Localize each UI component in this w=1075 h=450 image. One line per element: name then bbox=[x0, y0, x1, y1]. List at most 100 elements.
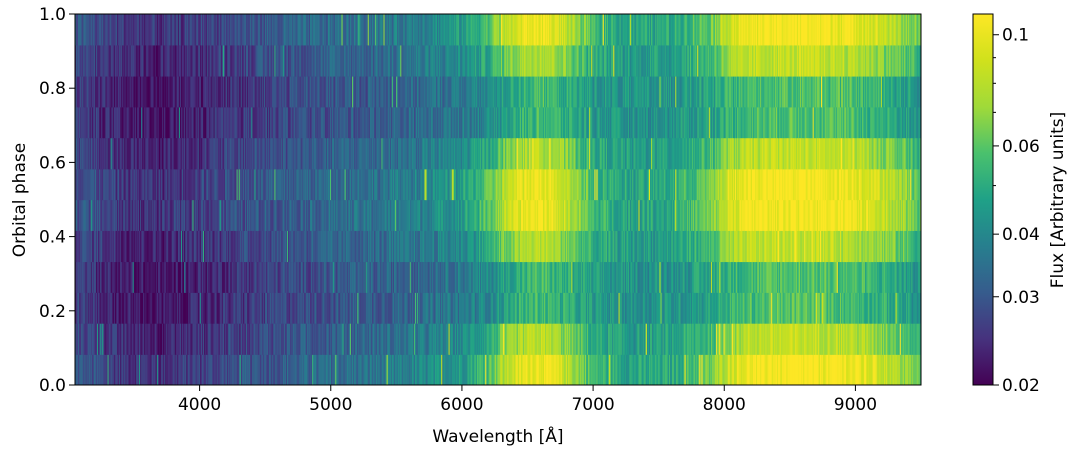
heatmap-cell bbox=[354, 354, 356, 385]
heatmap-cell bbox=[686, 354, 689, 385]
heatmap-cell bbox=[262, 354, 265, 385]
heatmap-cell bbox=[762, 354, 764, 385]
heatmap-cell bbox=[168, 354, 171, 385]
heatmap-cell bbox=[813, 354, 816, 385]
heatmap-cell bbox=[589, 323, 591, 355]
heatmap-cell bbox=[150, 354, 153, 385]
heatmap-cell bbox=[413, 323, 416, 355]
heatmap-cell bbox=[77, 354, 79, 385]
heatmap-cell bbox=[699, 323, 701, 355]
heatmap-cell bbox=[745, 354, 748, 385]
heatmap-cell bbox=[534, 354, 537, 385]
heatmap-cell bbox=[352, 323, 354, 355]
heatmap-cell bbox=[752, 354, 755, 385]
heatmap-cell bbox=[906, 354, 908, 385]
heatmap-cell bbox=[203, 354, 205, 385]
heatmap-cell bbox=[824, 354, 826, 385]
heatmap-cell bbox=[635, 354, 637, 385]
heatmap-cell bbox=[657, 323, 660, 355]
heatmap-cell bbox=[675, 323, 677, 355]
heatmap-cell bbox=[884, 354, 886, 385]
heatmap-cell bbox=[571, 354, 573, 385]
heatmap-cell bbox=[146, 354, 148, 385]
heatmap-cell bbox=[822, 354, 824, 385]
heatmap-cell bbox=[783, 354, 785, 385]
heatmap-cell bbox=[327, 323, 330, 355]
heatmap-cell bbox=[620, 323, 623, 355]
heatmap-cell bbox=[880, 354, 883, 385]
heatmap-cell bbox=[163, 323, 165, 355]
heatmap-cell bbox=[647, 354, 650, 385]
heatmap-cell bbox=[673, 354, 675, 385]
heatmap-cell bbox=[849, 354, 852, 385]
heatmap-cell bbox=[271, 354, 273, 385]
heatmap-cell bbox=[520, 323, 523, 355]
heatmap-cell bbox=[608, 323, 610, 355]
heatmap-cell bbox=[534, 323, 537, 355]
heatmap-cell bbox=[212, 354, 215, 385]
heatmap-cell bbox=[549, 323, 551, 355]
heatmap-cell bbox=[578, 354, 581, 385]
heatmap-cell bbox=[494, 323, 497, 355]
heatmap-cell bbox=[481, 323, 483, 355]
heatmap-cell bbox=[642, 354, 645, 385]
heatmap-cell bbox=[685, 354, 688, 385]
heatmap-cell bbox=[579, 323, 582, 355]
heatmap-cell bbox=[747, 354, 750, 385]
heatmap-cell bbox=[142, 354, 144, 385]
heatmap-cell bbox=[154, 323, 157, 355]
heatmap-cell bbox=[185, 323, 187, 355]
heatmap-cell bbox=[361, 323, 364, 355]
heatmap-cell bbox=[531, 323, 534, 355]
heatmap-cell bbox=[523, 323, 525, 355]
heatmap-cell bbox=[395, 354, 397, 385]
heatmap-cell bbox=[162, 323, 164, 355]
heatmap-cell bbox=[474, 354, 477, 385]
heatmap-cell bbox=[566, 323, 568, 355]
heatmap-cell bbox=[295, 354, 297, 385]
heatmap-cell bbox=[111, 323, 114, 355]
heatmap-cell bbox=[664, 354, 667, 385]
heatmap-cell bbox=[76, 323, 78, 355]
heatmap-cell bbox=[425, 323, 428, 355]
heatmap-cell bbox=[719, 354, 721, 385]
heatmap-cell bbox=[190, 323, 193, 355]
heatmap-cell bbox=[502, 323, 504, 355]
heatmap-cell bbox=[620, 354, 623, 385]
heatmap-cell bbox=[659, 354, 662, 385]
heatmap-cell bbox=[396, 354, 398, 385]
heatmap-cell bbox=[403, 354, 406, 385]
heatmap-cell bbox=[238, 354, 241, 385]
heatmap-cell bbox=[381, 323, 384, 355]
heatmap-cell bbox=[503, 354, 505, 385]
heatmap-cell bbox=[794, 354, 797, 385]
heatmap-cell bbox=[556, 354, 559, 385]
heatmap-cell bbox=[575, 354, 578, 385]
heatmap-cell bbox=[83, 323, 86, 355]
heatmap-cell bbox=[357, 323, 359, 355]
heatmap-cell bbox=[691, 323, 694, 355]
heatmap-cell bbox=[346, 323, 349, 355]
heatmap-cell bbox=[729, 354, 732, 385]
heatmap-cell bbox=[758, 354, 760, 385]
heatmap-cell bbox=[195, 323, 198, 355]
heatmap-cell bbox=[583, 354, 586, 385]
heatmap-cell bbox=[412, 354, 415, 385]
heatmap-cell bbox=[610, 323, 612, 355]
heatmap-cell bbox=[778, 354, 780, 385]
heatmap-cell bbox=[545, 323, 547, 355]
heatmap-cell bbox=[601, 354, 604, 385]
heatmap-cell bbox=[716, 354, 718, 385]
heatmap-cell bbox=[347, 354, 350, 385]
heatmap-cell bbox=[187, 354, 189, 385]
heatmap-cell bbox=[272, 323, 274, 355]
heatmap-cell bbox=[489, 323, 492, 355]
heatmap-cell bbox=[189, 323, 192, 355]
heatmap-cell bbox=[619, 354, 622, 385]
heatmap-cell bbox=[409, 354, 412, 385]
heatmap-cell bbox=[712, 354, 715, 385]
heatmap-cell bbox=[499, 354, 502, 385]
heatmap-cell bbox=[145, 354, 147, 385]
heatmap-cell bbox=[694, 323, 696, 355]
heatmap-cell bbox=[536, 354, 539, 385]
